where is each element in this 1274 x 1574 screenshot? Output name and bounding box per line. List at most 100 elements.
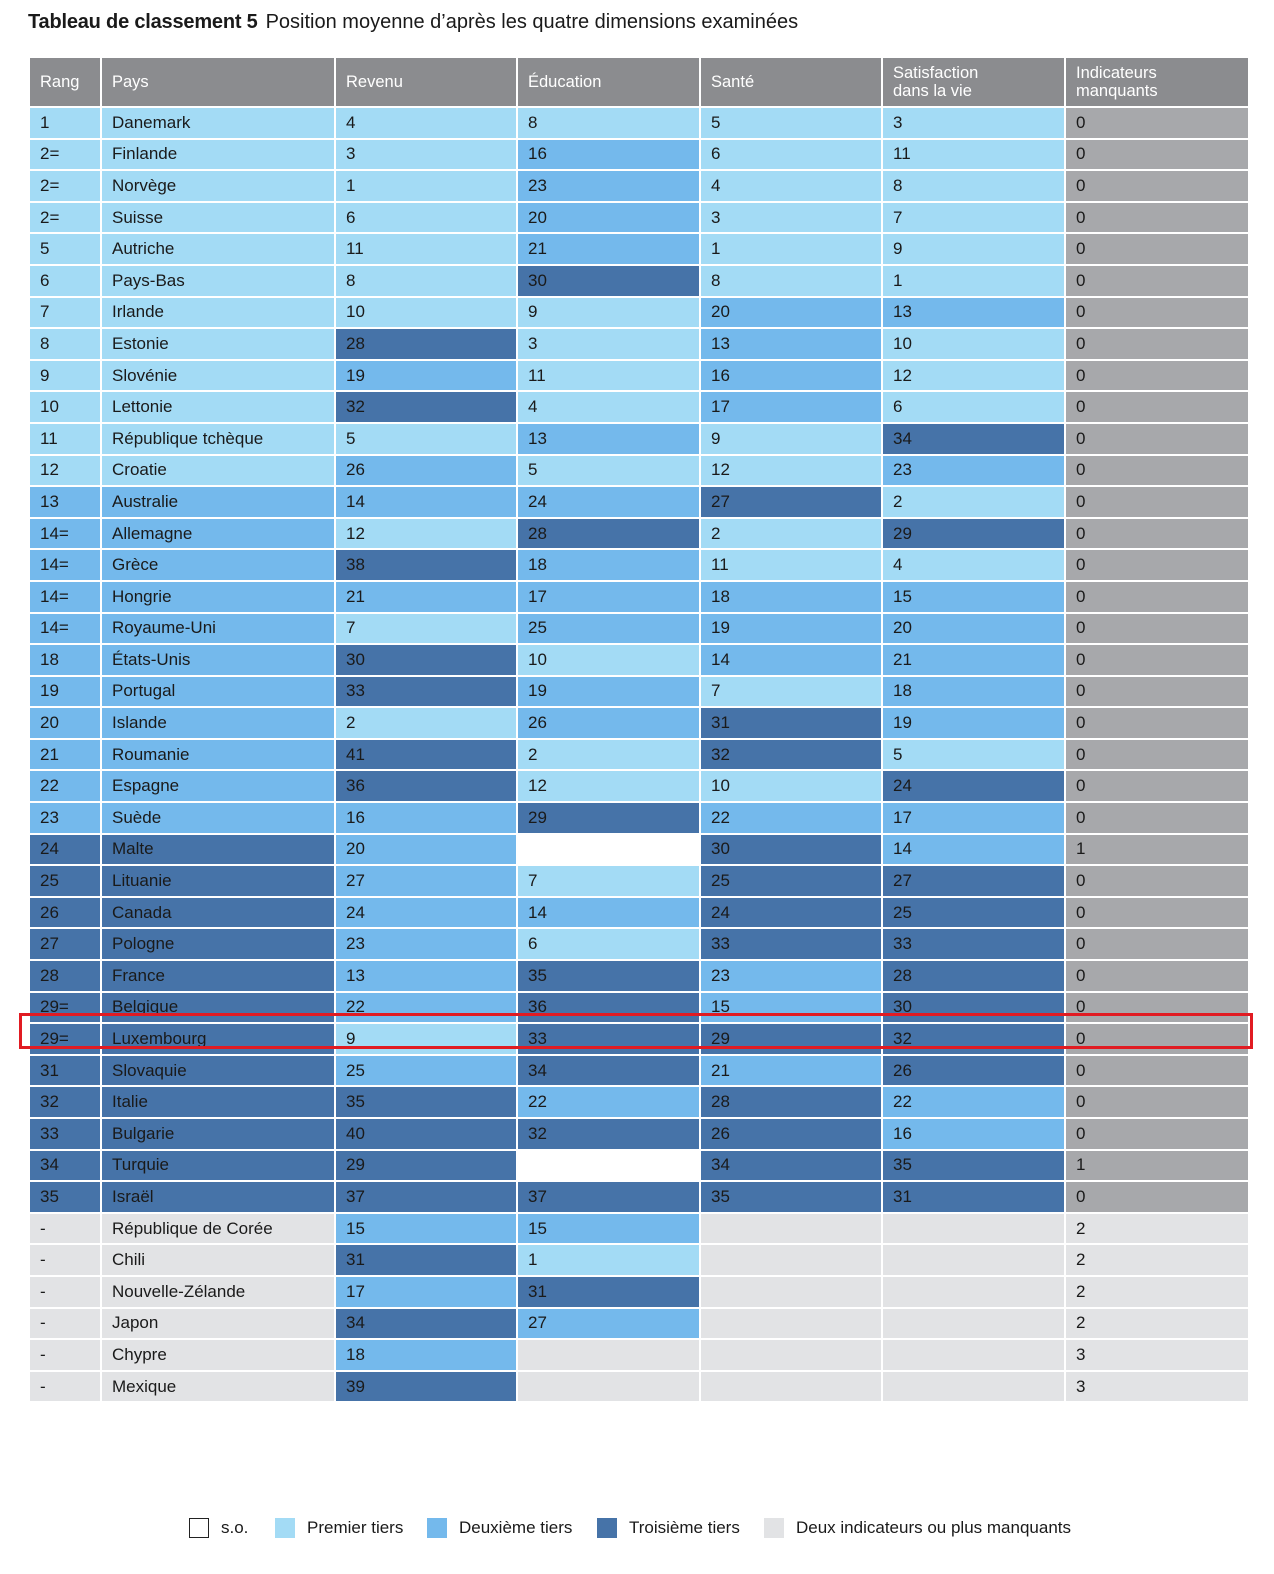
cell-pays: Hongrie [100, 579, 336, 614]
table-row: - Japon 34 27 2 [28, 1306, 1250, 1341]
cell-manquants: 0 [1064, 769, 1250, 804]
table-row: 11 République tchèque 5 13 9 34 0 [28, 421, 1250, 456]
table-row: 33 Bulgarie 40 32 26 16 0 [28, 1117, 1250, 1151]
cell-rang: 14= [28, 579, 102, 614]
cell-pays: Chili [100, 1243, 336, 1277]
table-row: 24 Malte 20 30 14 1 [28, 832, 1250, 867]
cell-satisfaction: 20 [881, 611, 1066, 646]
cell-satisfaction: 16 [881, 1117, 1066, 1151]
cell-pays: Malte [100, 832, 336, 867]
table-header-row: Rang Pays Revenu Éducation Santé Satisfa… [28, 56, 1250, 108]
cell-satisfaction: 31 [881, 1180, 1066, 1214]
cell-manquants: 1 [1064, 832, 1250, 867]
header-satisfaction-line1: Satisfaction [893, 64, 979, 82]
cell-education: 12 [516, 769, 701, 804]
table-row: 13 Australie 14 24 27 2 0 [28, 485, 1250, 519]
table-row: 1 Danemark 4 8 5 3 0 [28, 106, 1250, 140]
cell-manquants: 0 [1064, 1085, 1250, 1119]
cell-pays: Lettonie [100, 390, 336, 424]
cell-education: 18 [516, 548, 701, 582]
header-manquants-line2: manquants [1076, 82, 1158, 100]
cell-pays: Grèce [100, 548, 336, 582]
table-row: 31 Slovaquie 25 34 21 26 0 [28, 1053, 1250, 1088]
cell-sante: 10 [699, 769, 883, 804]
cell-manquants: 0 [1064, 1117, 1250, 1151]
cell-revenu: 34 [334, 1306, 518, 1341]
cell-pays: Estonie [100, 327, 336, 361]
header-sante: Santé [699, 56, 883, 108]
cell-pays: République tchèque [100, 421, 336, 456]
cell-rang: 19 [28, 674, 102, 709]
cell-rang: - [28, 1369, 102, 1404]
cell-education: 20 [516, 200, 701, 235]
legend-item-so: s.o. [189, 1515, 248, 1541]
cell-satisfaction: 14 [881, 832, 1066, 867]
cell-pays: Slovaquie [100, 1053, 336, 1088]
cell-rang: - [28, 1338, 102, 1372]
cell-rang: 14= [28, 516, 102, 551]
cell-pays: Autriche [100, 232, 336, 266]
cell-pays: Danemark [100, 106, 336, 140]
cell-education: 2 [516, 737, 701, 772]
header-manquants: Indicateurs manquants [1064, 56, 1250, 108]
cell-revenu: 31 [334, 1243, 518, 1277]
cell-revenu: 39 [334, 1369, 518, 1404]
cell-pays: Suède [100, 801, 336, 835]
table-row: - Chili 31 1 2 [28, 1243, 1250, 1277]
cell-satisfaction: 22 [881, 1085, 1066, 1119]
cell-revenu: 27 [334, 864, 518, 898]
cell-sante: 30 [699, 832, 883, 867]
cell-manquants: 0 [1064, 137, 1250, 172]
table-row: - Nouvelle-Zélande 17 31 2 [28, 1274, 1250, 1309]
cell-manquants: 0 [1064, 674, 1250, 709]
cell-sante: 19 [699, 611, 883, 646]
table-row: 14= Grèce 38 18 11 4 0 [28, 548, 1250, 582]
cell-manquants: 1 [1064, 1148, 1250, 1183]
cell-manquants: 0 [1064, 453, 1250, 488]
cell-education: 13 [516, 421, 701, 456]
cell-sante: 21 [699, 1053, 883, 1088]
cell-sante: 1 [699, 232, 883, 266]
cell-education: 32 [516, 1117, 701, 1151]
cell-revenu: 5 [334, 421, 518, 456]
cell-rang: 9 [28, 358, 102, 393]
cell-satisfaction: 17 [881, 801, 1066, 835]
cell-education: 22 [516, 1085, 701, 1119]
cell-satisfaction: 19 [881, 706, 1066, 740]
cell-pays: Slovénie [100, 358, 336, 393]
table-row: 34 Turquie 29 34 35 1 [28, 1148, 1250, 1183]
legend-item-manquants: Deux indicateurs ou plus manquants [764, 1515, 1071, 1541]
cell-manquants: 3 [1064, 1369, 1250, 1404]
cell-pays: Allemagne [100, 516, 336, 551]
cell-education: 26 [516, 706, 701, 740]
cell-manquants: 0 [1064, 579, 1250, 614]
cell-rang: 23 [28, 801, 102, 835]
cell-revenu: 36 [334, 769, 518, 804]
cell-pays: République de Corée [100, 1211, 336, 1246]
cell-rang: 32 [28, 1085, 102, 1119]
cell-manquants: 0 [1064, 421, 1250, 456]
table-row: - République de Corée 15 15 2 [28, 1211, 1250, 1246]
cell-pays: Royaume-Uni [100, 611, 336, 646]
legend-item-deuxieme: Deuxième tiers [427, 1515, 572, 1541]
cell-pays: Bulgarie [100, 1117, 336, 1151]
cell-satisfaction: 7 [881, 200, 1066, 235]
cell-rang: 27 [28, 927, 102, 962]
cell-satisfaction: 12 [881, 358, 1066, 393]
header-pays: Pays [100, 56, 336, 108]
cell-revenu: 17 [334, 1274, 518, 1309]
cell-rang: 29= [28, 1022, 102, 1056]
cell-satisfaction: 34 [881, 421, 1066, 456]
cell-manquants: 0 [1064, 1180, 1250, 1214]
cell-pays: France [100, 959, 336, 993]
table-row: 8 Estonie 28 3 13 10 0 [28, 327, 1250, 361]
table-row: 12 Croatie 26 5 12 23 0 [28, 453, 1250, 488]
cell-education: 7 [516, 864, 701, 898]
cell-sante: 17 [699, 390, 883, 424]
cell-rang: 28 [28, 959, 102, 993]
table-body: 1 Danemark 4 8 5 3 0 2= Finlande 3 16 6 11 0 2= Norvège… [28, 106, 1250, 1404]
cell-revenu: 20 [334, 832, 518, 867]
cell-satisfaction: 1 [881, 263, 1066, 298]
cell-manquants: 0 [1064, 959, 1250, 993]
cell-sante: 5 [699, 106, 883, 140]
